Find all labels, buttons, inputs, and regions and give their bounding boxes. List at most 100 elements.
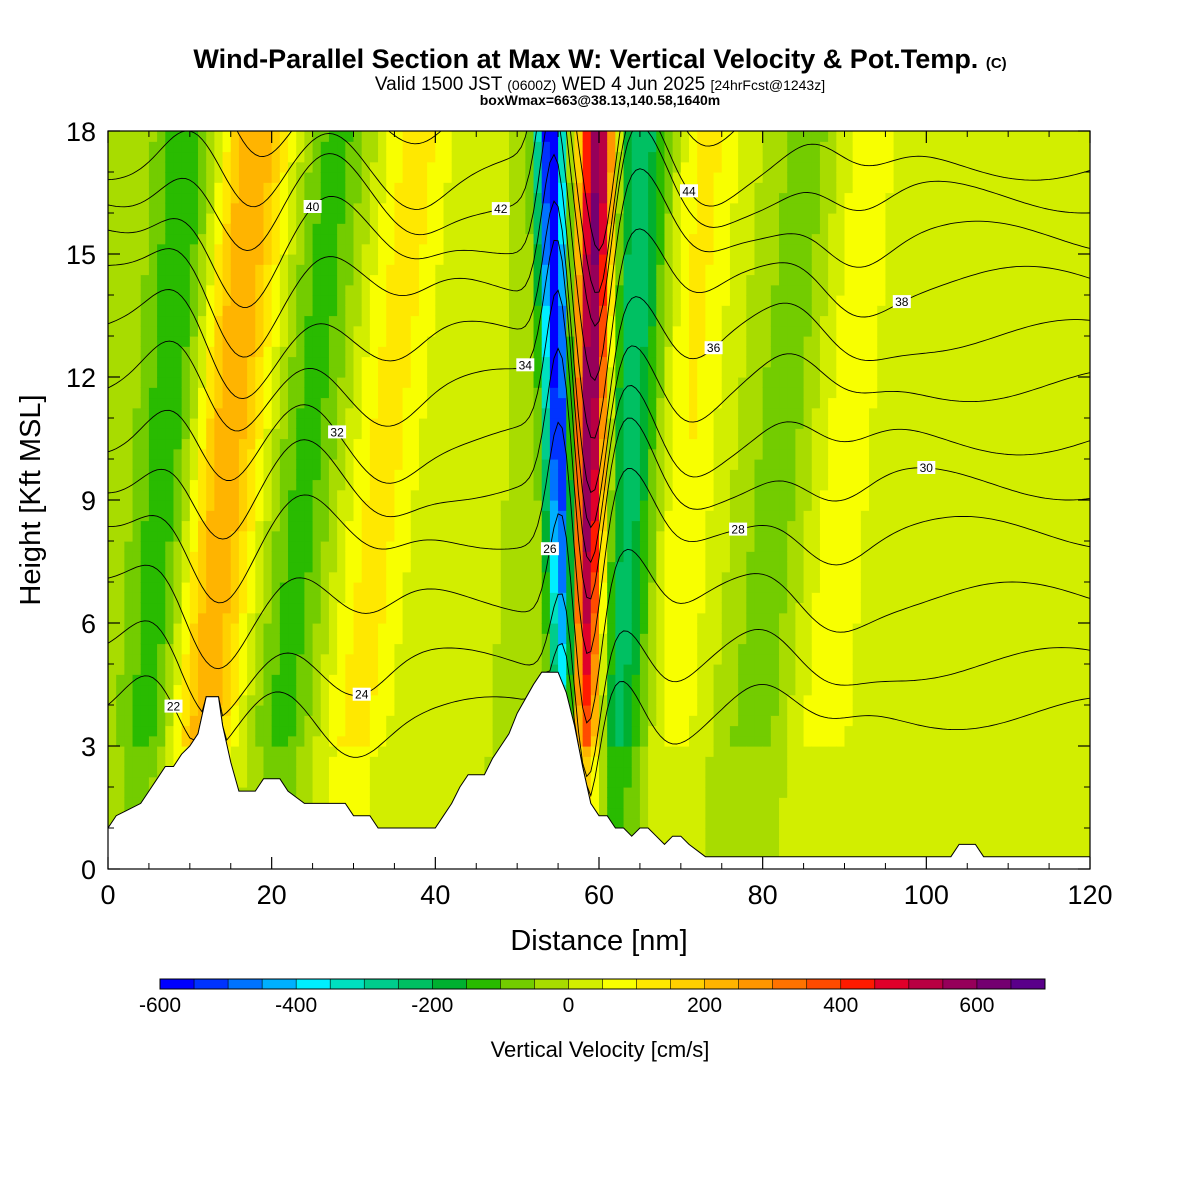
velocity-cell	[549, 346, 559, 358]
velocity-cell	[320, 141, 330, 153]
velocity-cell	[508, 284, 518, 296]
velocity-cell	[623, 233, 633, 245]
velocity-cell	[492, 305, 502, 317]
velocity-cell	[468, 582, 477, 593]
velocity-cell	[132, 233, 142, 245]
velocity-cell	[517, 592, 526, 604]
velocity-cell	[427, 735, 436, 747]
velocity-cell	[566, 602, 576, 614]
velocity-cell	[108, 643, 117, 655]
velocity-cell	[206, 602, 215, 614]
velocity-cell	[108, 766, 117, 778]
velocity-cell	[189, 172, 199, 183]
velocity-cell	[410, 151, 420, 163]
velocity-cell	[508, 233, 518, 245]
velocity-cell	[549, 418, 559, 429]
velocity-cell	[386, 448, 396, 460]
velocity-cell	[549, 274, 559, 286]
velocity-cell	[566, 551, 576, 563]
velocity-cell	[623, 705, 633, 716]
velocity-cell	[599, 182, 608, 194]
velocity-cell	[148, 448, 158, 460]
velocity-cell	[214, 233, 224, 245]
velocity-cell	[353, 479, 363, 491]
velocity-cell	[173, 295, 183, 306]
velocity-cell	[279, 551, 289, 563]
velocity-cell	[631, 366, 641, 378]
velocity-cell	[566, 254, 576, 265]
velocity-cell	[402, 366, 412, 378]
velocity-cell	[435, 233, 445, 245]
velocity-cell	[140, 418, 150, 429]
velocity-cell	[238, 346, 248, 358]
velocity-cell	[394, 684, 404, 696]
velocity-cell	[369, 274, 379, 286]
velocity-cell	[648, 151, 657, 163]
velocity-cell	[181, 315, 191, 327]
velocity-cell	[664, 602, 674, 614]
velocity-cell	[394, 428, 404, 440]
velocity-cell	[271, 551, 281, 563]
velocity-cell	[345, 284, 355, 296]
velocity-cell	[214, 377, 224, 388]
velocity-cell	[361, 746, 371, 757]
velocity-cell	[427, 428, 436, 440]
velocity-cell	[320, 776, 330, 788]
velocity-cell	[656, 674, 666, 686]
velocity-cell	[328, 571, 338, 583]
velocity-cell	[599, 684, 608, 696]
velocity-cell	[664, 254, 674, 265]
velocity-cell	[140, 141, 150, 153]
velocity-cell	[361, 407, 371, 419]
velocity-cell	[353, 623, 363, 634]
velocity-cell	[206, 366, 215, 378]
velocity-cell	[148, 520, 158, 532]
velocity-cell	[418, 469, 428, 481]
velocity-cell	[566, 612, 576, 624]
velocity-cell	[492, 223, 502, 235]
velocity-cell	[492, 602, 502, 614]
velocity-cell	[451, 766, 461, 778]
velocity-cell	[566, 633, 576, 645]
velocity-cell	[386, 336, 396, 347]
velocity-cell	[189, 254, 199, 265]
velocity-cell	[108, 664, 117, 675]
velocity-cell	[165, 582, 175, 593]
velocity-cell	[525, 377, 535, 388]
velocity-cell	[672, 828, 682, 839]
velocity-cell	[427, 715, 436, 727]
velocity-cell	[574, 510, 584, 522]
velocity-cell	[181, 684, 191, 696]
velocity-cell	[386, 356, 396, 368]
velocity-cell	[590, 325, 600, 337]
velocity-cell	[558, 377, 567, 388]
velocity-cell	[525, 459, 535, 470]
velocity-cell	[386, 551, 396, 563]
velocity-cell	[582, 336, 592, 347]
velocity-cell	[296, 684, 305, 696]
velocity-cell	[328, 182, 338, 194]
velocity-cell	[247, 295, 256, 306]
velocity-cell	[181, 336, 191, 347]
velocity-cell	[533, 500, 543, 511]
velocity-cell	[443, 366, 453, 378]
velocity-cell	[271, 582, 281, 593]
velocity-cell	[418, 397, 428, 409]
velocity-cell	[271, 325, 281, 337]
velocity-cell	[656, 459, 666, 470]
velocity-cell	[476, 643, 486, 655]
velocity-cell	[222, 223, 232, 235]
velocity-cell	[631, 141, 641, 153]
velocity-cell	[599, 346, 608, 358]
velocity-cell	[369, 182, 379, 194]
velocity-cell	[427, 571, 436, 583]
velocity-cell	[312, 715, 322, 727]
velocity-cell	[108, 530, 117, 542]
velocity-cell	[222, 551, 232, 563]
velocity-cell	[394, 643, 404, 655]
velocity-cell	[402, 592, 412, 604]
velocity-cell	[386, 172, 396, 183]
velocity-cell	[468, 551, 477, 563]
velocity-cell	[648, 807, 657, 819]
velocity-cell	[369, 418, 379, 429]
